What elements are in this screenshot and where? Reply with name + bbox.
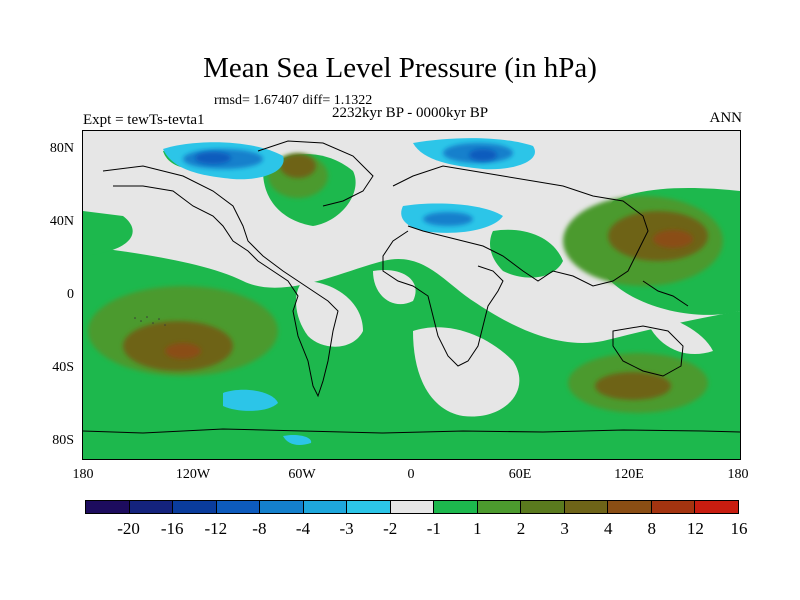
color-bar-label: 2: [516, 519, 526, 538]
lat-label-80s: 80S: [52, 433, 74, 448]
color-bar-box: [477, 501, 522, 513]
season-label: ANN: [709, 110, 743, 126]
color-bar: [85, 500, 739, 514]
anomaly-neg-8-4-regions: [195, 149, 497, 164]
lat-label-40s: 40S: [52, 360, 74, 375]
color-bar-label: -12: [204, 519, 228, 538]
color-bar-label: 16: [730, 519, 748, 538]
color-bar-label: -8: [252, 519, 267, 538]
lon-label-180e: 180: [727, 467, 749, 482]
color-bar-label: -4: [295, 519, 311, 538]
color-bar-label: -1: [426, 519, 441, 538]
color-bar-box: [347, 501, 391, 513]
color-bar-label: -2: [383, 519, 398, 538]
color-bar-label: 4: [603, 519, 613, 538]
lon-label-180w: 180: [72, 467, 94, 482]
color-bar-box: [521, 501, 565, 513]
color-bar-box: [303, 501, 348, 513]
color-bar-label: 3: [560, 519, 569, 538]
color-bar-label: -20: [117, 519, 140, 538]
color-bar-box: [434, 501, 478, 513]
color-bar-label: -3: [339, 519, 354, 538]
color-bar-label: 1: [473, 519, 482, 538]
rmsd-diff-stats: rmsd= 1.67407 diff= 1.1322: [214, 93, 373, 108]
color-bar-box: [695, 501, 738, 513]
lon-label-60w: 60W: [288, 467, 316, 482]
map-plot-area: [82, 130, 741, 460]
period-label: 2232kyr BP - 0000kyr BP: [331, 105, 489, 121]
coastlines: [83, 140, 740, 434]
pressure-map: [83, 131, 740, 459]
color-bar-label: -16: [160, 519, 184, 538]
lat-label-80n: 80N: [49, 141, 74, 156]
experiment-label: Expt = tewTs-tevta1: [83, 112, 205, 128]
color-bar-box: [651, 501, 696, 513]
color-bar-box: [129, 501, 174, 513]
lat-label-40n: 40N: [49, 214, 74, 229]
color-bar-label: 12: [686, 519, 704, 538]
lon-label-120w: 120W: [175, 467, 211, 482]
lat-label-0: 0: [67, 287, 74, 302]
color-bar-box: [390, 501, 435, 513]
color-bar-box: [260, 501, 304, 513]
map-title: Mean Sea Level Pressure (in hPa): [203, 52, 597, 84]
color-bar-box: [608, 501, 652, 513]
lon-label-0: 0: [407, 467, 415, 482]
color-bar-box: [173, 501, 217, 513]
color-bar-box: [216, 501, 261, 513]
color-bar-box: [564, 501, 609, 513]
lon-label-120e: 120E: [614, 467, 644, 482]
color-bar-label: 8: [647, 519, 657, 538]
lon-label-60e: 60E: [508, 467, 532, 482]
color-bar-box: [86, 501, 130, 513]
anomaly-8-12-regions: [165, 230, 693, 359]
